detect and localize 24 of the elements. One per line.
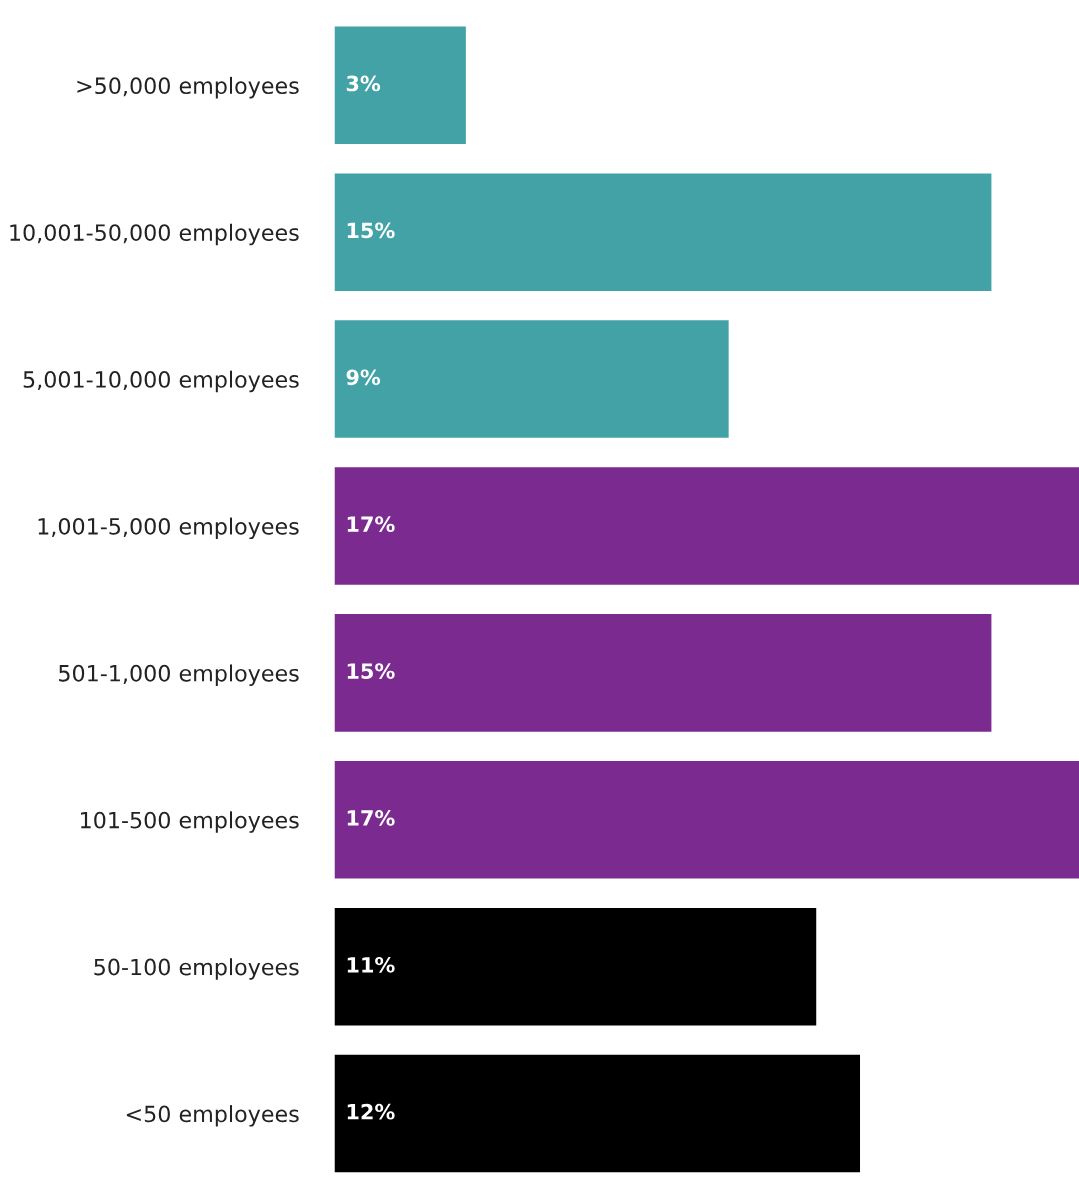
y-tick-label: <50 employees [126,1105,299,1127]
bar [334,173,992,291]
y-tick-label: 10,001-50,000 employees [10,223,299,246]
y-tick-label: 101-500 employees [81,811,299,833]
bar [334,614,992,732]
data-label: 12% [347,1103,395,1120]
y-tick-label: 50-100 employees [94,958,299,980]
y-tick-label: 501-1,000 employees [59,664,299,686]
bar [334,761,1079,879]
bar [334,467,1079,585]
data-label: 17% [347,516,395,533]
data-label: 15% [347,663,395,679]
data-label: 17% [347,810,395,826]
bar [334,26,466,145]
y-tick-label: >50,000 employees [77,76,299,99]
data-label: 15% [347,222,395,239]
y-tick-label: 5,001-10,000 employees [23,370,299,393]
bar [334,907,817,1026]
y-tick-label: 1,001-5,000 employees [38,517,299,540]
bar [334,320,729,438]
data-label: 11% [347,956,395,973]
data-label: 3% [346,75,381,92]
bar [334,1054,861,1173]
data-label: 9% [346,369,381,386]
